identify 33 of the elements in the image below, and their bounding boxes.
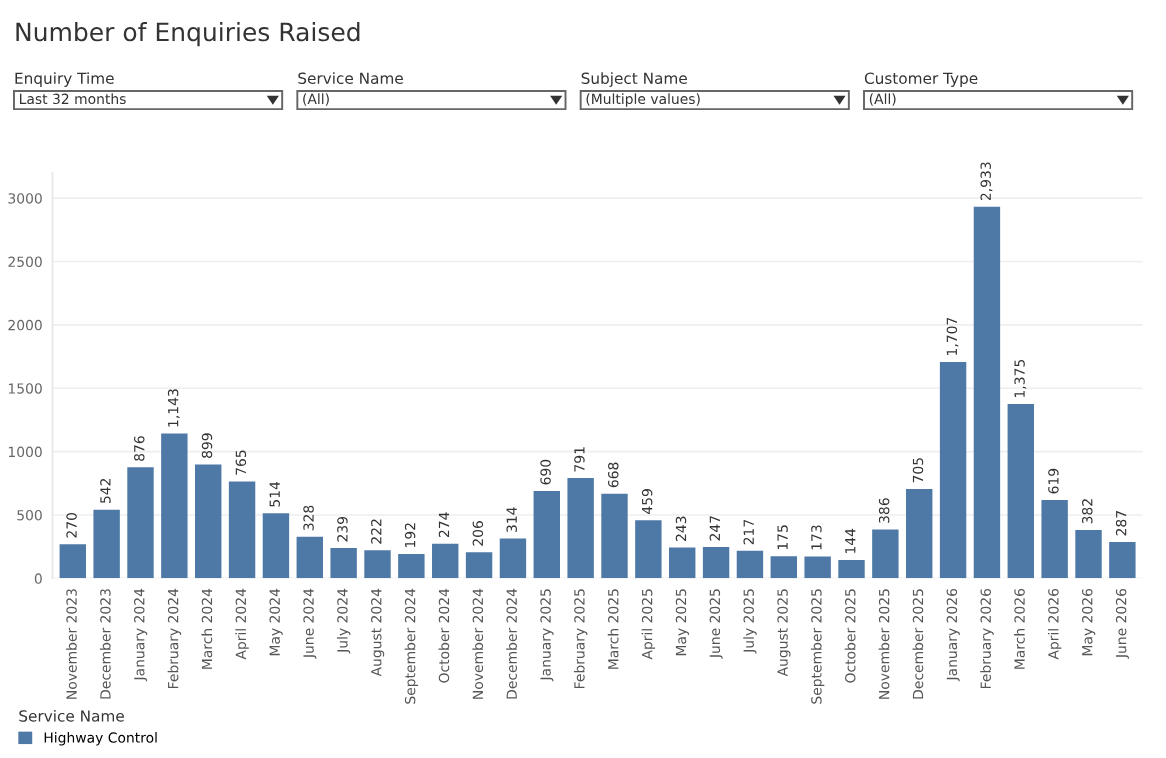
bar [296,536,323,579]
bar [432,543,459,579]
bar [702,547,730,579]
bar [601,493,628,579]
chart-title: Number of Enquiries Raised [16,22,360,47]
bar [939,362,967,579]
bar [567,478,594,579]
bar [838,560,865,579]
bar [736,550,764,579]
bar [669,547,696,579]
bar [872,529,899,579]
bar [1075,529,1102,579]
bar [127,467,154,579]
bar [973,206,1001,579]
bar [465,552,493,579]
bar [228,481,256,579]
bar [59,544,86,579]
bar [330,548,357,579]
bar [533,490,560,579]
bar [1007,404,1034,579]
bar [161,433,188,579]
bar [499,538,527,579]
bar [195,464,222,579]
bar [1109,541,1136,579]
bar [262,513,290,579]
bar [398,554,425,579]
bar [635,520,662,579]
bar [364,550,391,579]
bar [1041,499,1068,579]
bar [906,489,933,579]
bar [804,556,831,579]
bar [93,509,120,579]
bar [770,556,797,579]
